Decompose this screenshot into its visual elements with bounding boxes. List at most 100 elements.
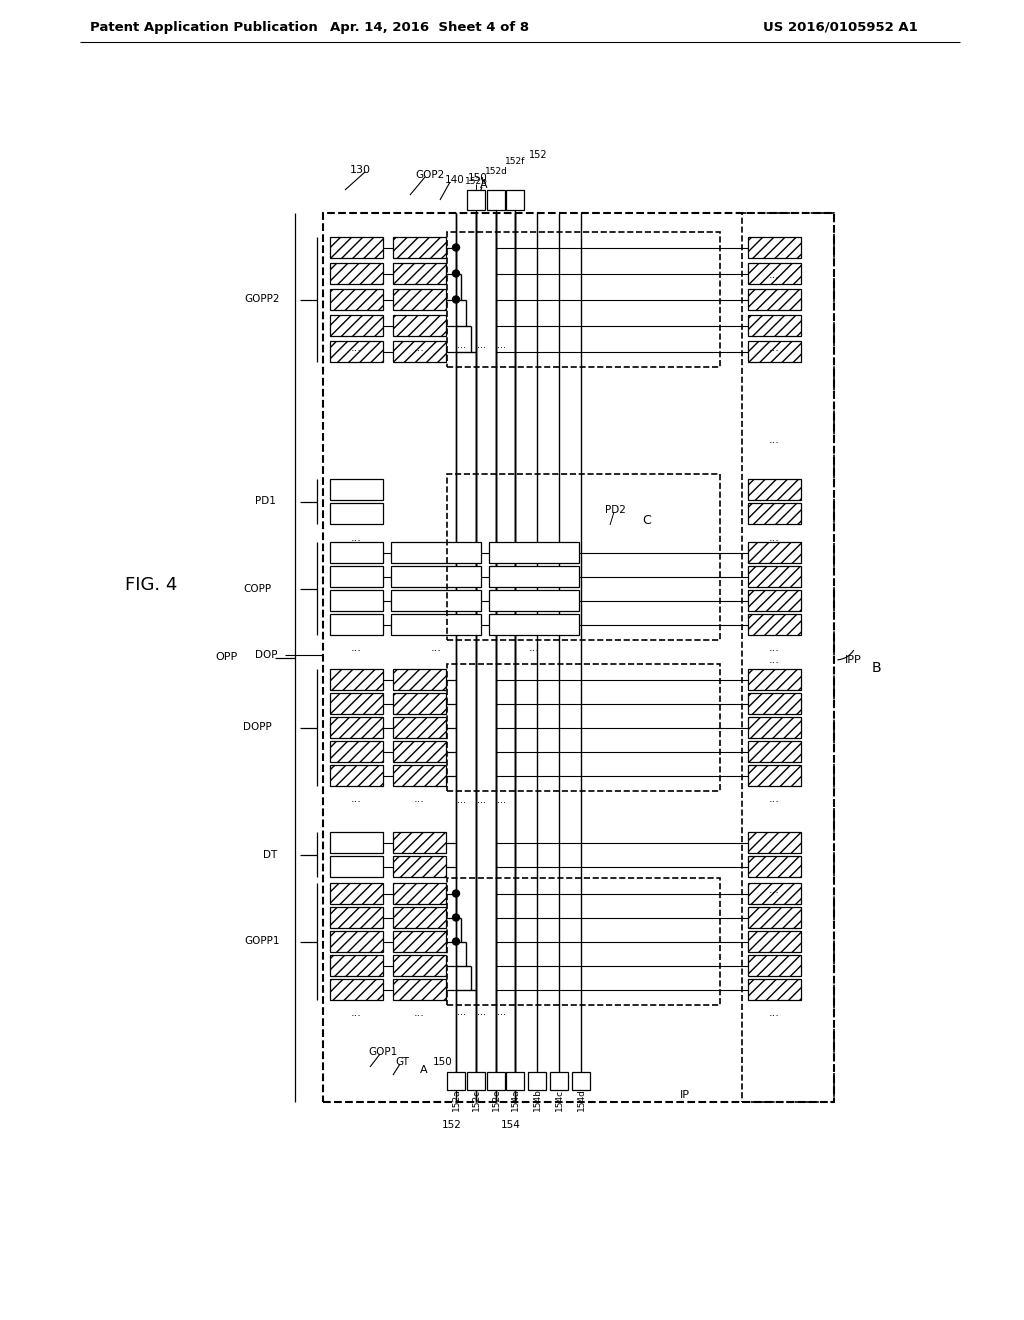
- Text: PD2: PD2: [605, 506, 626, 515]
- Text: GOP2: GOP2: [415, 170, 444, 180]
- Bar: [748, 766, 801, 785]
- Text: A: A: [480, 180, 487, 190]
- Text: A: A: [420, 1065, 428, 1074]
- Bar: [506, 190, 524, 210]
- Bar: [393, 883, 446, 904]
- Bar: [447, 664, 720, 791]
- Text: ...: ...: [769, 533, 779, 543]
- Bar: [572, 1072, 590, 1090]
- Bar: [489, 590, 579, 611]
- Text: ...: ...: [769, 271, 779, 280]
- Text: US 2016/0105952 A1: US 2016/0105952 A1: [763, 21, 918, 33]
- Text: ...: ...: [476, 341, 485, 350]
- Bar: [748, 263, 801, 284]
- Circle shape: [453, 913, 460, 921]
- Bar: [330, 543, 383, 564]
- Bar: [393, 717, 446, 738]
- Text: IPP: IPP: [845, 655, 862, 665]
- Bar: [748, 543, 801, 564]
- Bar: [330, 289, 383, 310]
- Bar: [748, 741, 801, 762]
- Bar: [748, 238, 801, 257]
- Bar: [393, 289, 446, 310]
- Text: B: B: [872, 661, 882, 675]
- Bar: [330, 315, 383, 337]
- Bar: [330, 741, 383, 762]
- Text: ...: ...: [769, 1008, 779, 1018]
- Bar: [330, 855, 383, 876]
- Bar: [330, 907, 383, 928]
- Bar: [748, 590, 801, 611]
- Text: 154a: 154a: [511, 1089, 519, 1111]
- Text: Apr. 14, 2016  Sheet 4 of 8: Apr. 14, 2016 Sheet 4 of 8: [331, 21, 529, 33]
- Text: IP: IP: [680, 1090, 690, 1100]
- Text: 140: 140: [445, 176, 465, 185]
- Circle shape: [453, 296, 460, 304]
- Text: 150: 150: [433, 1057, 453, 1067]
- Text: 152a: 152a: [452, 1089, 461, 1111]
- Bar: [391, 543, 481, 564]
- Bar: [748, 883, 801, 904]
- Bar: [489, 543, 579, 564]
- Bar: [330, 614, 383, 635]
- Text: 154b: 154b: [532, 1089, 542, 1111]
- Bar: [391, 590, 481, 611]
- Bar: [330, 883, 383, 904]
- Bar: [330, 590, 383, 611]
- Bar: [393, 341, 446, 362]
- Bar: [330, 238, 383, 257]
- Text: GOPP1: GOPP1: [244, 936, 280, 946]
- Bar: [391, 614, 481, 635]
- Text: DT: DT: [263, 850, 278, 859]
- Text: GOP1: GOP1: [368, 1047, 397, 1057]
- Bar: [748, 931, 801, 952]
- Bar: [393, 766, 446, 785]
- Text: ...: ...: [769, 643, 779, 653]
- Bar: [393, 263, 446, 284]
- Bar: [748, 954, 801, 975]
- Text: ...: ...: [528, 643, 540, 653]
- Text: 152f: 152f: [505, 157, 525, 166]
- Bar: [330, 669, 383, 690]
- Text: ...: ...: [414, 795, 424, 804]
- Bar: [330, 954, 383, 975]
- Text: 130: 130: [350, 165, 371, 176]
- Text: 154d: 154d: [577, 1089, 586, 1111]
- Text: 152: 152: [529, 150, 548, 160]
- Bar: [323, 213, 834, 1102]
- Bar: [393, 907, 446, 928]
- Text: 152d: 152d: [484, 168, 508, 177]
- Bar: [330, 766, 383, 785]
- Text: PD1: PD1: [255, 496, 275, 507]
- Bar: [330, 832, 383, 853]
- Bar: [748, 566, 801, 587]
- Bar: [330, 566, 383, 587]
- Bar: [748, 503, 801, 524]
- Text: COPP: COPP: [243, 583, 271, 594]
- Bar: [487, 190, 505, 210]
- Text: ...: ...: [350, 1008, 361, 1018]
- Circle shape: [453, 271, 460, 277]
- Text: 152: 152: [442, 1119, 462, 1130]
- Text: ...: ...: [457, 795, 466, 805]
- Text: C: C: [642, 513, 650, 527]
- Bar: [447, 1072, 465, 1090]
- Text: ...: ...: [350, 643, 361, 653]
- Circle shape: [453, 939, 460, 945]
- Bar: [748, 907, 801, 928]
- Bar: [467, 190, 485, 210]
- Text: ...: ...: [414, 1008, 424, 1018]
- Text: ...: ...: [350, 343, 361, 352]
- Text: DOPP: DOPP: [243, 722, 271, 733]
- Bar: [467, 1072, 485, 1090]
- Bar: [447, 232, 720, 367]
- Text: ...: ...: [769, 795, 779, 804]
- Bar: [506, 1072, 524, 1090]
- Bar: [393, 238, 446, 257]
- Bar: [748, 855, 801, 876]
- Text: ...: ...: [350, 795, 361, 804]
- Text: ...: ...: [414, 343, 424, 352]
- Bar: [393, 855, 446, 876]
- Text: DOP: DOP: [255, 649, 278, 660]
- Bar: [393, 693, 446, 714]
